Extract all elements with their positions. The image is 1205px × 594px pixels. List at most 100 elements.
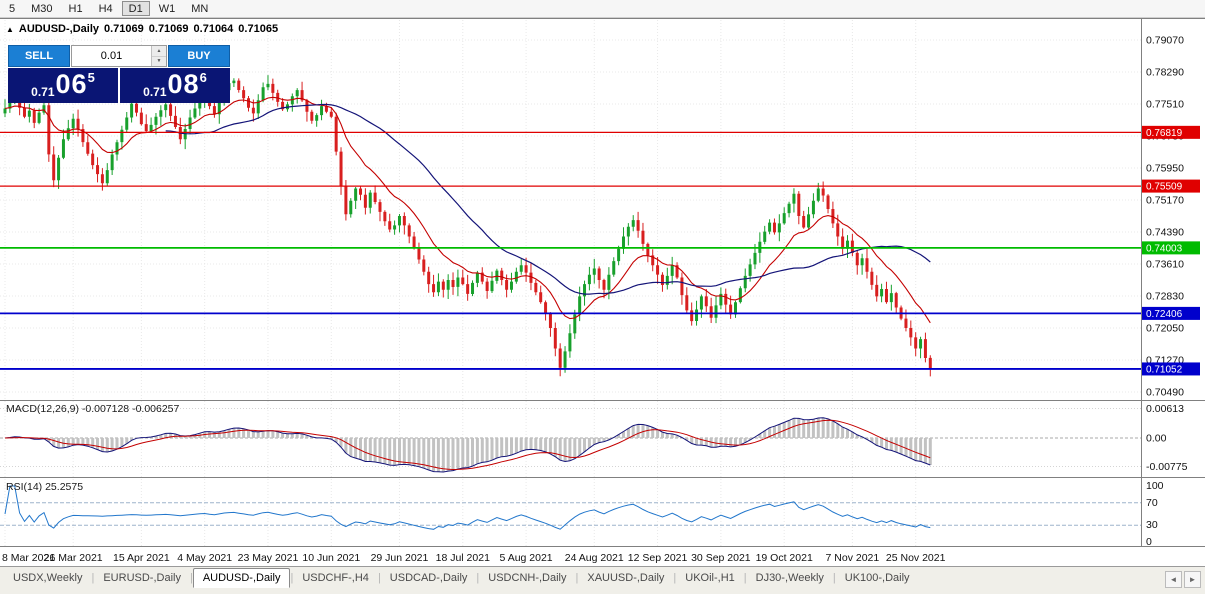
timeframe-toolbar: 5 M30 H1 H4 D1 W1 MN xyxy=(0,0,1205,18)
ohlc-close-value: 0.71065 xyxy=(238,23,279,35)
rsi-panel xyxy=(0,485,1141,530)
svg-text:100: 100 xyxy=(1146,480,1164,492)
chart-tab-ukoil[interactable]: UKOil-,H1 xyxy=(685,572,735,584)
svg-text:18 Jul 2021: 18 Jul 2021 xyxy=(436,552,490,564)
timeframe-5[interactable]: 5 xyxy=(2,1,22,16)
svg-text:0.00613: 0.00613 xyxy=(1146,403,1184,415)
svg-text:8 Mar 2021: 8 Mar 2021 xyxy=(2,552,55,564)
sell-price-display[interactable]: 0.71 06 5 xyxy=(8,68,118,103)
svg-text:0: 0 xyxy=(1146,536,1152,548)
svg-text:0.78290: 0.78290 xyxy=(1146,67,1184,79)
chart-tab-usdcnh[interactable]: USDCNH-,Daily xyxy=(488,572,567,584)
chart-tab-uk100[interactable]: UK100-,Daily xyxy=(844,572,910,584)
tab-separator: | xyxy=(476,572,480,584)
macd-signal-line xyxy=(4,419,931,471)
sell-price-pips: 06 xyxy=(55,69,88,99)
svg-text:0.74003: 0.74003 xyxy=(1146,243,1183,254)
tab-separator: | xyxy=(377,572,381,584)
svg-text:-0.00775: -0.00775 xyxy=(1146,461,1188,473)
chart-tab-usdx[interactable]: USDX,Weekly xyxy=(13,572,83,584)
candlestick-plot[interactable] xyxy=(3,75,932,377)
timeframe-h4[interactable]: H4 xyxy=(92,1,120,16)
price-tags: 0.76819 0.75509 0.74003 0.72406 0.71052 xyxy=(1142,125,1200,376)
chart-tab-audusd[interactable]: AUDUSD-,Daily xyxy=(192,568,291,588)
svg-text:0.75170: 0.75170 xyxy=(1146,195,1184,207)
tab-separator: | xyxy=(290,572,294,584)
chart-tab-eurusd[interactable]: EURUSD-,Daily xyxy=(103,572,181,584)
tab-separator: | xyxy=(575,572,579,584)
one-click-trading-panel: SELL ▲ ▼ BUY 0.71 06 5 0.71 08 6 xyxy=(8,45,230,103)
tab-separator: | xyxy=(189,572,193,584)
timeframe-w1[interactable]: W1 xyxy=(152,1,183,16)
svg-text:4 May 2021: 4 May 2021 xyxy=(177,552,232,564)
tab-separator: | xyxy=(832,572,836,584)
buy-button[interactable]: BUY xyxy=(168,45,230,67)
lot-decrease-button[interactable]: ▼ xyxy=(152,56,166,66)
svg-text:0.00: 0.00 xyxy=(1146,433,1167,445)
buy-price-display[interactable]: 0.71 08 6 xyxy=(120,68,230,103)
timeframe-mn[interactable]: MN xyxy=(184,1,215,16)
svg-text:15 Apr 2021: 15 Apr 2021 xyxy=(113,552,170,564)
svg-text:0.79070: 0.79070 xyxy=(1146,35,1184,47)
chart-symbol-label: AUDUSD-,Daily xyxy=(18,23,99,35)
rsi-label: RSI(14) 25.2575 xyxy=(6,481,83,493)
svg-text:0.72830: 0.72830 xyxy=(1146,291,1184,303)
sell-price-point: 5 xyxy=(87,70,95,85)
chart-tab-xauusd[interactable]: XAUUSD-,Daily xyxy=(587,572,665,584)
svg-text:0.74390: 0.74390 xyxy=(1146,227,1184,239)
sell-price-main: 0.71 xyxy=(31,85,55,99)
timeframe-h1[interactable]: H1 xyxy=(62,1,90,16)
chart-tab-dj30[interactable]: DJ30-,Weekly xyxy=(755,572,824,584)
svg-text:5 Aug 2021: 5 Aug 2021 xyxy=(500,552,553,564)
tab-separator: | xyxy=(673,572,677,584)
tab-scroll-right-button[interactable]: ► xyxy=(1184,571,1201,588)
price-axis: 0.790700.782900.775100.767300.759500.751… xyxy=(0,18,1205,548)
svg-text:0.75950: 0.75950 xyxy=(1146,163,1184,175)
lot-size-field: ▲ ▼ xyxy=(71,45,167,67)
chart-tabs: USDX,Weekly | EURUSD-,Daily | AUDUSD-,Daily |… xyxy=(4,568,919,588)
ma-fast-line xyxy=(4,96,931,324)
lot-increase-button[interactable]: ▲ xyxy=(152,46,166,57)
svg-text:0.73610: 0.73610 xyxy=(1146,259,1184,271)
svg-text:12 Sep 2021: 12 Sep 2021 xyxy=(628,552,688,564)
chart-tab-usdchf[interactable]: USDCHF-,H4 xyxy=(302,572,369,584)
ma-slow-line xyxy=(165,103,931,295)
svg-text:30 Sep 2021: 30 Sep 2021 xyxy=(691,552,751,564)
svg-text:25 Nov 2021: 25 Nov 2021 xyxy=(886,552,946,564)
svg-text:10 Jun 2021: 10 Jun 2021 xyxy=(302,552,360,564)
tab-scroll-left-button[interactable]: ◄ xyxy=(1165,571,1182,588)
lot-spinner: ▲ ▼ xyxy=(151,46,166,66)
trade-controls-row: SELL ▲ ▼ BUY xyxy=(8,45,230,67)
ohlc-open-value: 0.71069 xyxy=(104,23,144,35)
timeframe-d1[interactable]: D1 xyxy=(121,1,150,16)
svg-text:0.76819: 0.76819 xyxy=(1146,128,1183,139)
lot-size-input[interactable] xyxy=(72,46,151,66)
svg-text:0.77510: 0.77510 xyxy=(1146,99,1184,111)
svg-text:0.70490: 0.70490 xyxy=(1146,387,1184,399)
buy-price-main: 0.71 xyxy=(143,85,167,99)
svg-text:29 Jun 2021: 29 Jun 2021 xyxy=(371,552,429,564)
svg-text:30: 30 xyxy=(1146,519,1158,531)
ohlc-low-value: 0.71064 xyxy=(193,23,234,35)
svg-text:26 Mar 2021: 26 Mar 2021 xyxy=(44,552,103,564)
chart-tab-bar: USDX,Weekly | EURUSD-,Daily | AUDUSD-,Daily |… xyxy=(0,566,1205,594)
svg-text:0.75509: 0.75509 xyxy=(1146,182,1183,193)
tab-separator: | xyxy=(743,572,747,584)
svg-text:24 Aug 2021: 24 Aug 2021 xyxy=(565,552,624,564)
chart-canvas[interactable]: 0.790700.782900.775100.767300.759500.751… xyxy=(0,18,1205,566)
svg-text:7 Nov 2021: 7 Nov 2021 xyxy=(826,552,880,564)
chart-tab-usdcad[interactable]: USDCAD-,Daily xyxy=(389,572,468,584)
buy-price-pips: 08 xyxy=(167,69,200,99)
timeframe-m30[interactable]: M30 xyxy=(24,1,59,16)
buy-price-point: 6 xyxy=(199,70,207,85)
tab-separator: | xyxy=(91,572,95,584)
chart-ohlc-header: ▲ AUDUSD-,Daily 0.71069 0.71069 0.71064 … xyxy=(6,23,278,35)
svg-text:23 May 2021: 23 May 2021 xyxy=(238,552,299,564)
sell-button[interactable]: SELL xyxy=(8,45,70,67)
one-click-toggle-icon[interactable]: ▲ xyxy=(6,24,14,34)
macd-line xyxy=(4,417,931,473)
trade-prices-row: 0.71 06 5 0.71 08 6 xyxy=(8,68,230,103)
horizontal-level-lines[interactable] xyxy=(0,131,1141,370)
